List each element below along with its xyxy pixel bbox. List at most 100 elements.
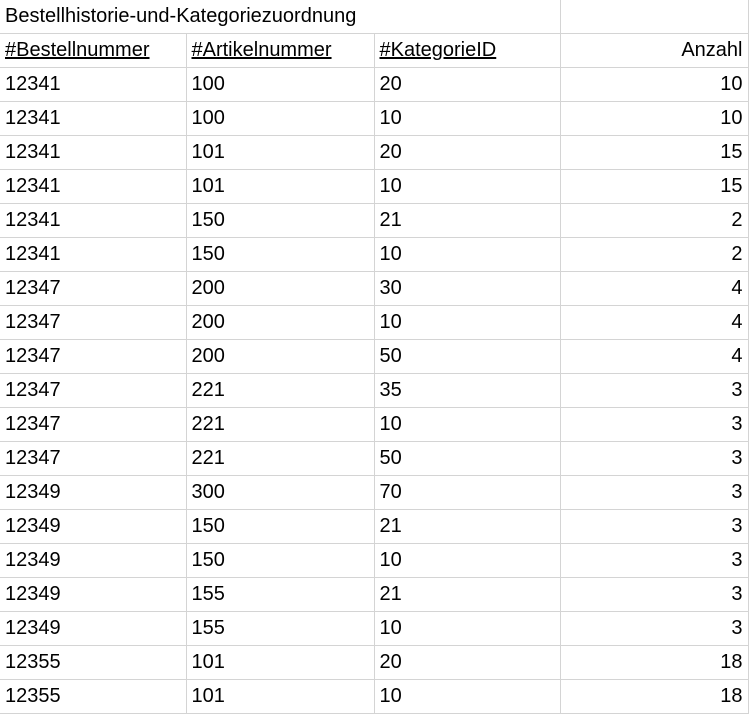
cell-anzahl[interactable]: 3 <box>560 611 749 646</box>
cell-kategorieid[interactable]: 70 <box>374 475 561 510</box>
cell-artikelnummer[interactable]: 100 <box>186 101 375 136</box>
cell-bestellnummer[interactable]: 12349 <box>0 543 187 578</box>
header-artikelnummer[interactable]: #Artikelnummer <box>186 33 375 68</box>
cell-bestellnummer[interactable]: 12349 <box>0 509 187 544</box>
sheet-title-cell[interactable]: Bestellhistorie-und-Kategoriezuordnung <box>0 0 561 34</box>
cell-anzahl[interactable]: 4 <box>560 271 749 306</box>
cell-artikelnummer[interactable]: 300 <box>186 475 375 510</box>
cell-artikelnummer[interactable]: 155 <box>186 611 375 646</box>
cell-artikelnummer[interactable]: 150 <box>186 509 375 544</box>
cell-kategorieid[interactable]: 10 <box>374 543 561 578</box>
table-row: 12349 300 70 3 <box>0 475 749 510</box>
cell-bestellnummer[interactable]: 12341 <box>0 169 187 204</box>
cell-artikelnummer[interactable]: 150 <box>186 237 375 272</box>
cell-anzahl[interactable]: 18 <box>560 679 749 714</box>
cell-kategorieid[interactable]: 50 <box>374 339 561 374</box>
table-row: 12347 200 30 4 <box>0 271 749 306</box>
cell-kategorieid[interactable]: 10 <box>374 305 561 340</box>
cell-bestellnummer[interactable]: 12341 <box>0 203 187 238</box>
cell-bestellnummer[interactable]: 12341 <box>0 135 187 170</box>
cell-artikelnummer[interactable]: 101 <box>186 645 375 680</box>
cell-anzahl[interactable]: 15 <box>560 169 749 204</box>
cell-kategorieid[interactable]: 50 <box>374 441 561 476</box>
cell-bestellnummer[interactable]: 12347 <box>0 373 187 408</box>
cell-bestellnummer[interactable]: 12347 <box>0 407 187 442</box>
table-row: 12347 221 10 3 <box>0 407 749 442</box>
cell-bestellnummer[interactable]: 12355 <box>0 645 187 680</box>
cell-artikelnummer[interactable]: 101 <box>186 679 375 714</box>
cell-kategorieid[interactable]: 35 <box>374 373 561 408</box>
table-row: 12347 221 35 3 <box>0 373 749 408</box>
cell-anzahl[interactable]: 3 <box>560 509 749 544</box>
cell-anzahl[interactable]: 3 <box>560 441 749 476</box>
table-row: 12341 150 21 2 <box>0 203 749 238</box>
table-row: 12349 150 21 3 <box>0 509 749 544</box>
cell-artikelnummer[interactable]: 101 <box>186 169 375 204</box>
table-row: 12341 150 10 2 <box>0 237 749 272</box>
table-row: 12347 200 10 4 <box>0 305 749 340</box>
cell-kategorieid[interactable]: 20 <box>374 67 561 102</box>
cell-bestellnummer[interactable]: 12349 <box>0 611 187 646</box>
cell-artikelnummer[interactable]: 221 <box>186 373 375 408</box>
header-row: #Bestellnummer #Artikelnummer #Kategorie… <box>0 33 749 68</box>
cell-bestellnummer[interactable]: 12341 <box>0 67 187 102</box>
cell-anzahl[interactable]: 15 <box>560 135 749 170</box>
cell-anzahl[interactable]: 3 <box>560 577 749 612</box>
sheet-title: Bestellhistorie-und-Kategoriezuordnung <box>5 5 357 27</box>
cell-kategorieid[interactable]: 21 <box>374 577 561 612</box>
cell-anzahl[interactable]: 4 <box>560 339 749 374</box>
cell-anzahl[interactable]: 3 <box>560 373 749 408</box>
cell-artikelnummer[interactable]: 155 <box>186 577 375 612</box>
cell-anzahl[interactable]: 3 <box>560 475 749 510</box>
header-bestellnummer[interactable]: #Bestellnummer <box>0 33 187 68</box>
cell-artikelnummer[interactable]: 200 <box>186 271 375 306</box>
cell-kategorieid[interactable]: 10 <box>374 101 561 136</box>
table-row: 12349 150 10 3 <box>0 543 749 578</box>
table-row: 12341 100 10 10 <box>0 101 749 136</box>
table-row: 12341 100 20 10 <box>0 67 749 102</box>
cell-anzahl[interactable]: 4 <box>560 305 749 340</box>
header-anzahl[interactable]: Anzahl <box>560 33 749 68</box>
cell-kategorieid[interactable]: 10 <box>374 169 561 204</box>
cell-artikelnummer[interactable]: 200 <box>186 339 375 374</box>
cell-kategorieid[interactable]: 10 <box>374 407 561 442</box>
cell-anzahl[interactable]: 2 <box>560 203 749 238</box>
cell-kategorieid[interactable]: 20 <box>374 645 561 680</box>
header-kategorieid[interactable]: #KategorieID <box>374 33 561 68</box>
cell-artikelnummer[interactable]: 150 <box>186 203 375 238</box>
cell-artikelnummer[interactable]: 101 <box>186 135 375 170</box>
cell-anzahl[interactable]: 10 <box>560 67 749 102</box>
table-row: 12355 101 20 18 <box>0 645 749 680</box>
cell-bestellnummer[interactable]: 12341 <box>0 237 187 272</box>
table-row: 12349 155 10 3 <box>0 611 749 646</box>
cell-artikelnummer[interactable]: 100 <box>186 67 375 102</box>
cell-bestellnummer[interactable]: 12347 <box>0 339 187 374</box>
cell-bestellnummer[interactable]: 12349 <box>0 577 187 612</box>
cell-kategorieid[interactable]: 21 <box>374 203 561 238</box>
table-row: 12347 221 50 3 <box>0 441 749 476</box>
cell-kategorieid[interactable]: 21 <box>374 509 561 544</box>
cell-artikelnummer[interactable]: 150 <box>186 543 375 578</box>
cell-bestellnummer[interactable]: 12349 <box>0 475 187 510</box>
cell-kategorieid[interactable]: 10 <box>374 237 561 272</box>
cell-artikelnummer[interactable]: 221 <box>186 407 375 442</box>
empty-cell[interactable] <box>560 0 749 34</box>
cell-kategorieid[interactable]: 30 <box>374 271 561 306</box>
cell-bestellnummer[interactable]: 12347 <box>0 441 187 476</box>
cell-artikelnummer[interactable]: 221 <box>186 441 375 476</box>
cell-anzahl[interactable]: 10 <box>560 101 749 136</box>
cell-kategorieid[interactable]: 10 <box>374 611 561 646</box>
cell-artikelnummer[interactable]: 200 <box>186 305 375 340</box>
cell-bestellnummer[interactable]: 12355 <box>0 679 187 714</box>
cell-kategorieid[interactable]: 20 <box>374 135 561 170</box>
cell-anzahl[interactable]: 2 <box>560 237 749 272</box>
cell-anzahl[interactable]: 18 <box>560 645 749 680</box>
cell-anzahl[interactable]: 3 <box>560 543 749 578</box>
table-row: 12355 101 10 18 <box>0 679 749 714</box>
cell-bestellnummer[interactable]: 12347 <box>0 271 187 306</box>
cell-anzahl[interactable]: 3 <box>560 407 749 442</box>
cell-kategorieid[interactable]: 10 <box>374 679 561 714</box>
cell-bestellnummer[interactable]: 12347 <box>0 305 187 340</box>
cell-bestellnummer[interactable]: 12341 <box>0 101 187 136</box>
